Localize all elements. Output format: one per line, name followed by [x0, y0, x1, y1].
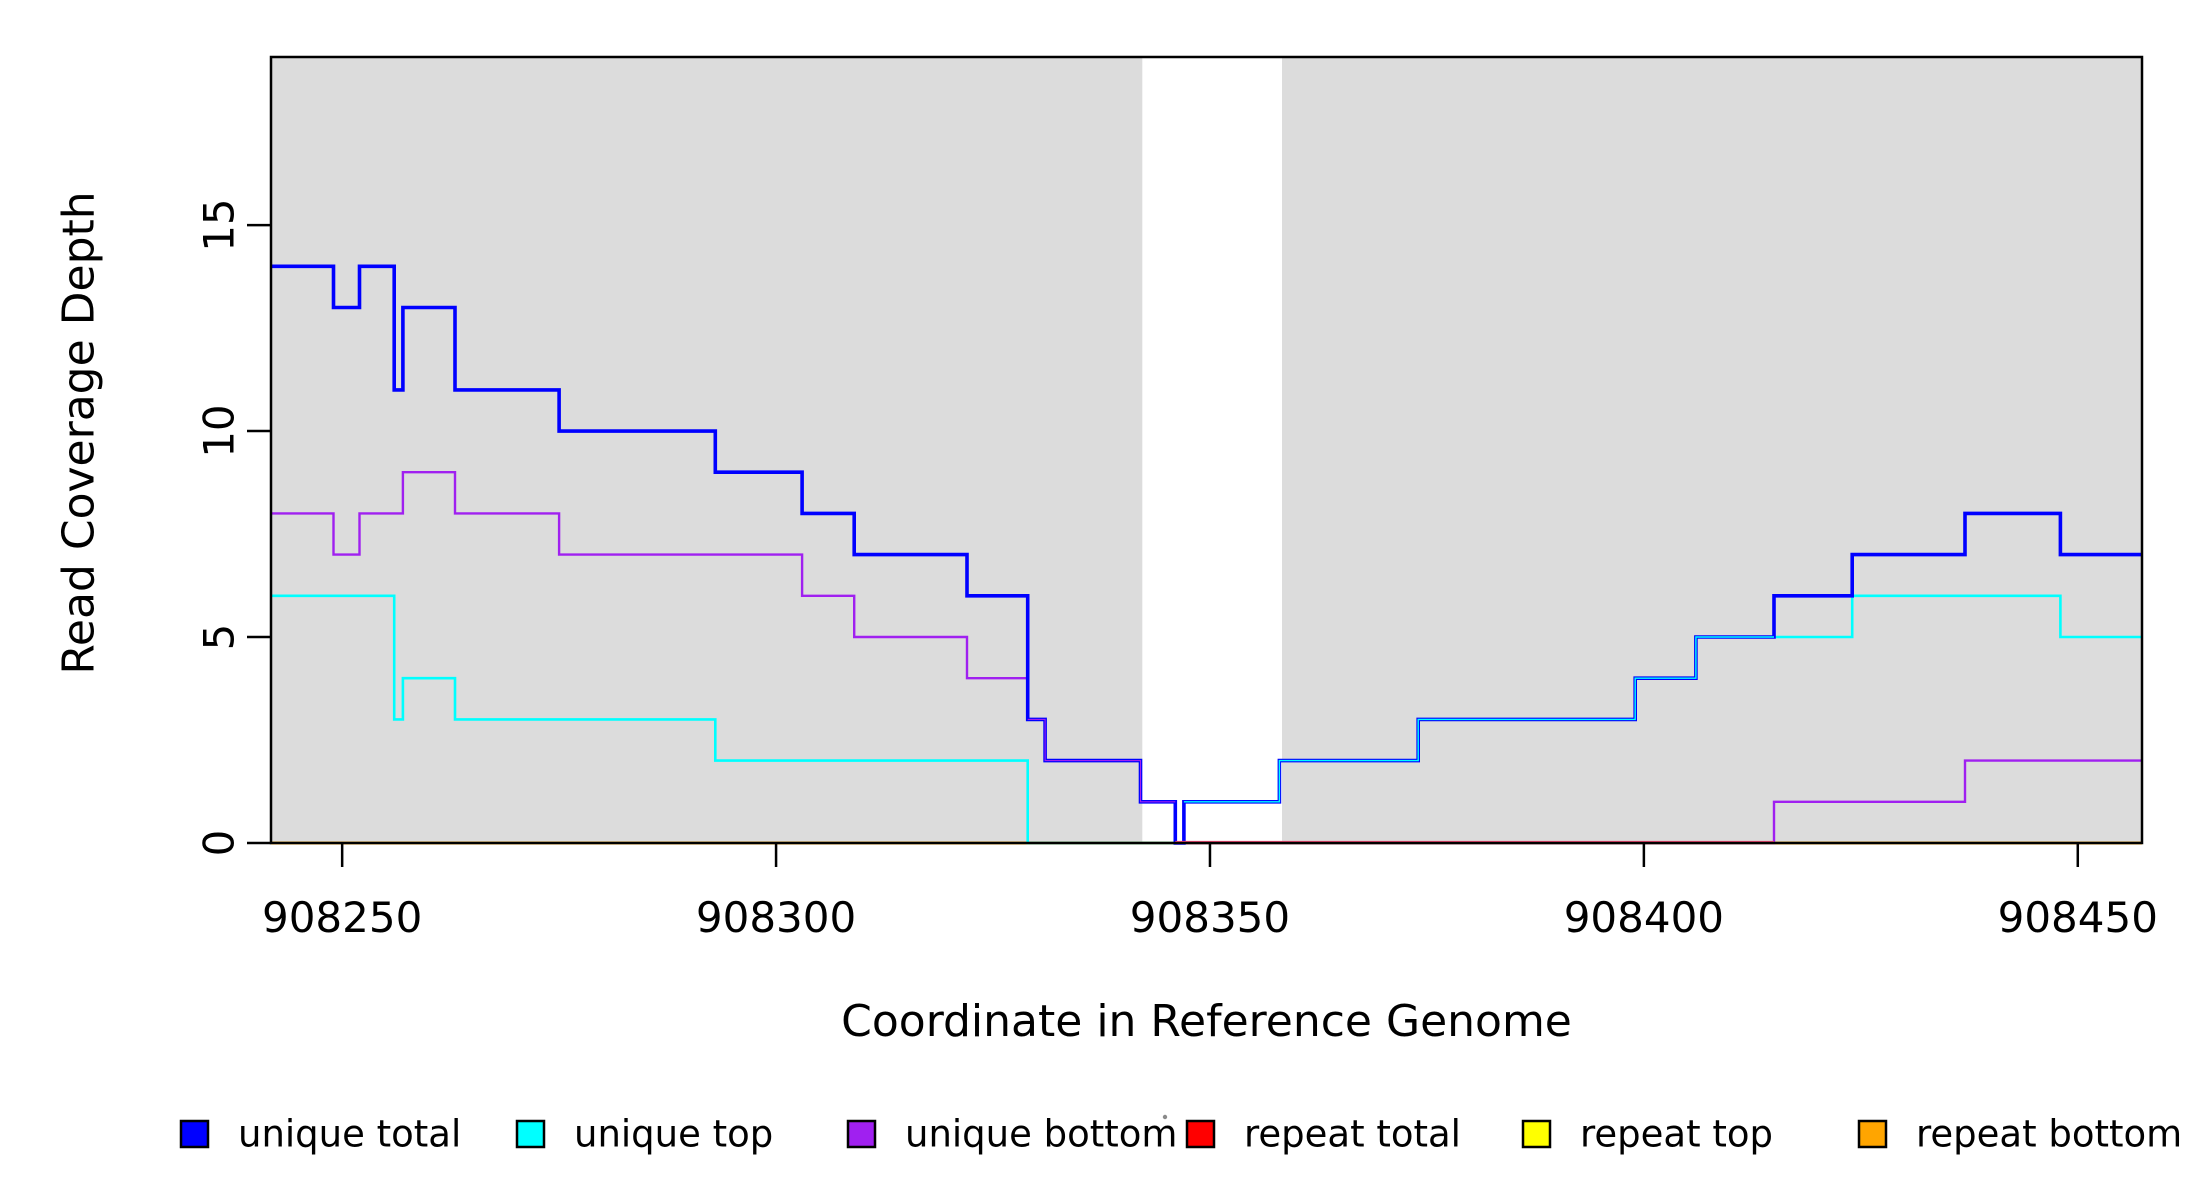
legend-label: repeat top	[1580, 1113, 1773, 1156]
stray-mark	[1162, 1114, 1168, 1120]
y-tick-label: 15	[195, 198, 244, 251]
x-tick-label: 908250	[262, 893, 422, 942]
legend-item-repeat-top: repeat top	[1521, 1113, 1773, 1156]
legend-item-unique-total: unique total	[179, 1113, 461, 1156]
legend-label: unique total	[238, 1113, 461, 1156]
legend-item-repeat-bottom: repeat bottom	[1857, 1113, 2182, 1156]
legend-item-unique-top: unique top	[515, 1113, 773, 1156]
y-tick-label: 5	[195, 624, 244, 651]
x-tick-label: 908450	[1998, 893, 2158, 942]
x-tick-label: 908350	[1130, 893, 1290, 942]
legend-swatch	[179, 1119, 210, 1149]
shaded-region-1	[1282, 57, 2142, 843]
legend-swatch	[1185, 1119, 1216, 1149]
overlay-stripe-0	[1183, 636, 1774, 803]
legend-swatch	[515, 1119, 546, 1149]
legend-swatch	[1521, 1119, 1552, 1149]
legend-label: repeat total	[1244, 1113, 1461, 1156]
x-tick-label: 908400	[1564, 893, 1724, 942]
x-axis-title: Coordinate in Reference Genome	[841, 996, 1572, 1047]
y-tick-label: 0	[195, 830, 244, 857]
legend-item-unique-bottom: unique bottom	[846, 1113, 1177, 1156]
shaded-region-0	[271, 57, 1143, 843]
overlay-stripe-1	[1027, 718, 1176, 803]
y-tick-label: 10	[195, 404, 244, 457]
legend-label: repeat bottom	[1916, 1113, 2182, 1156]
legend-label: unique bottom	[905, 1113, 1177, 1156]
x-tick-label: 908300	[696, 893, 856, 942]
legend-swatch	[846, 1119, 877, 1149]
legend-swatch	[1857, 1119, 1888, 1149]
legend-label: unique top	[574, 1113, 773, 1156]
y-axis-title: Read Coverage Depth	[54, 191, 105, 674]
legend-item-repeat-total: repeat total	[1185, 1113, 1461, 1156]
plot-box	[269, 55, 2144, 845]
